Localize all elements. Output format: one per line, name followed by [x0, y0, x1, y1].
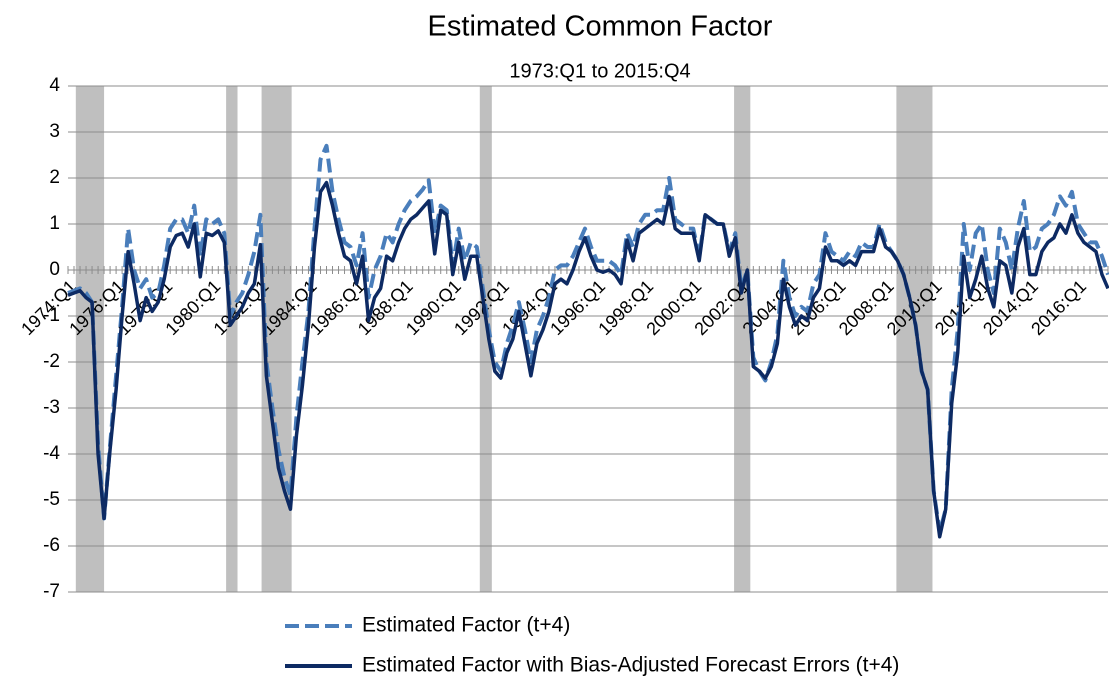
y-tick-label: 3 — [49, 121, 60, 142]
y-tick-label: -5 — [43, 489, 60, 510]
y-tick-label: 4 — [49, 75, 60, 96]
chart-title: Estimated Common Factor — [428, 11, 773, 43]
y-tick-label: 2 — [49, 167, 60, 188]
y-tick-label: -1 — [43, 305, 60, 326]
shaded-period — [479, 86, 492, 592]
y-tick-label: -6 — [43, 535, 60, 556]
shaded-period — [226, 86, 238, 592]
y-tick-label: -3 — [43, 397, 60, 418]
chart-subtitle: 1973:Q1 to 2015:Q4 — [509, 60, 690, 82]
y-tick-label: -2 — [43, 351, 60, 372]
shaded-period — [75, 86, 105, 592]
series-line — [67, 180, 1109, 539]
y-tick-label: 1 — [49, 213, 60, 234]
y-tick-label: 0 — [49, 259, 60, 280]
y-tick-label: -4 — [43, 443, 60, 464]
legend-label: Estimated Factor with Bias-Adjusted Fore… — [362, 654, 899, 677]
shaded-period — [896, 86, 933, 592]
y-tick-label: -7 — [43, 581, 60, 602]
legend-label: Estimated Factor (t+4) — [362, 614, 570, 637]
shaded-period — [734, 86, 751, 592]
series-line — [67, 143, 1109, 535]
shaded-period — [261, 86, 292, 592]
